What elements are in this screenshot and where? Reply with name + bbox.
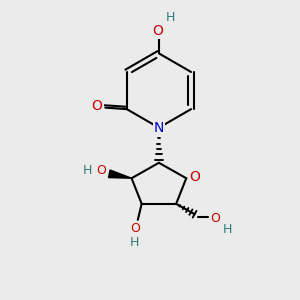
Text: O: O xyxy=(189,170,200,184)
Text: H: H xyxy=(223,224,232,236)
Text: H: H xyxy=(166,11,175,24)
Text: N: N xyxy=(154,121,164,135)
Text: H: H xyxy=(130,236,140,249)
Text: H: H xyxy=(83,164,93,177)
Text: O: O xyxy=(153,23,164,38)
Polygon shape xyxy=(109,170,132,178)
Text: O: O xyxy=(130,222,140,235)
Text: O: O xyxy=(96,164,106,177)
Text: O: O xyxy=(92,99,103,113)
Text: O: O xyxy=(211,212,220,225)
